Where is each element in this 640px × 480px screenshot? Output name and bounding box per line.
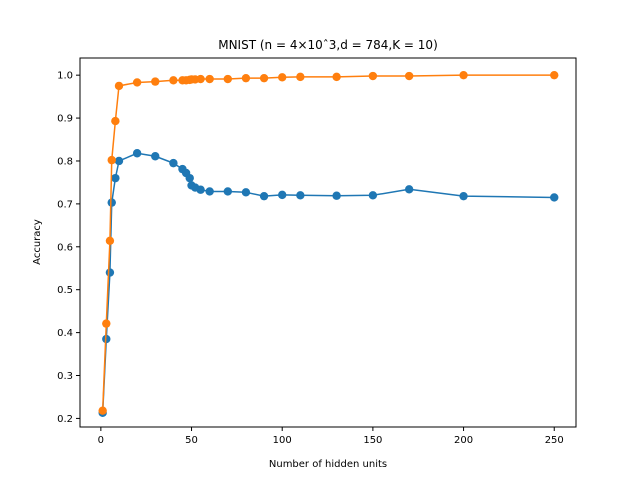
series-2-point <box>259 73 269 83</box>
y-tick-label: 0.9 <box>57 114 73 125</box>
x-tick-label: 250 <box>545 435 564 446</box>
series-1-point <box>205 187 214 196</box>
series-2-point <box>205 74 214 84</box>
series-1 <box>98 149 559 418</box>
chart-title: MNIST (n = 4×10ˆ3,d = 784,K = 10) <box>218 38 438 52</box>
series-2-point <box>98 406 107 415</box>
series-2-point <box>241 73 251 83</box>
y-tick-label: 0.8 <box>57 156 73 167</box>
series-2-point <box>296 72 305 82</box>
series-2-point <box>105 236 115 245</box>
y-tick-label: 0.5 <box>57 285 73 296</box>
series-1-point <box>278 190 287 200</box>
series-2-point <box>114 81 124 91</box>
series-2-point <box>107 155 116 165</box>
y-tick-label: 0.4 <box>57 328 73 339</box>
series-1-point <box>185 173 194 183</box>
series-1-point <box>107 198 116 207</box>
series-2-point <box>404 71 414 81</box>
series-2-point <box>459 70 468 80</box>
series-1-point <box>368 191 378 200</box>
y-tick-label: 0.3 <box>57 371 73 382</box>
series-1-point <box>332 191 341 200</box>
y-tick-label: 1.0 <box>57 71 73 82</box>
series-2-point <box>132 78 142 87</box>
series-2-point <box>102 319 111 328</box>
y-tick-label: 0.6 <box>57 242 73 253</box>
y-axis-title: Accuracy <box>32 219 43 265</box>
series-1-point <box>151 152 160 161</box>
series-1-point <box>404 185 414 194</box>
y-tick-label: 0.2 <box>57 414 73 425</box>
axes-frame <box>79 57 577 428</box>
series-2-point <box>196 74 205 84</box>
series-2-point <box>368 71 378 81</box>
series-2-point <box>111 116 120 126</box>
series-2-point <box>278 73 287 82</box>
series-1-point <box>296 191 305 200</box>
series-1-point <box>111 173 120 183</box>
x-tick-label: 200 <box>454 435 473 446</box>
series-layer <box>98 70 559 418</box>
x-axis: 0 50 100 150 200 250 <box>98 427 564 446</box>
series-2-point <box>151 77 160 86</box>
series-2-point <box>169 76 178 85</box>
series-1-point <box>459 191 468 201</box>
series-1-point <box>196 185 205 194</box>
x-tick-label: 150 <box>363 435 382 446</box>
series-2-point <box>223 74 233 84</box>
series-1-point <box>132 149 142 158</box>
y-tick-label: 0.7 <box>57 199 73 210</box>
series-1-point <box>105 268 115 277</box>
y-axis: 0.2 0.3 0.4 0.5 0.6 0.7 0.8 0.9 1.0 <box>57 71 80 425</box>
plot-area <box>80 58 576 427</box>
x-tick-label: 100 <box>273 435 292 446</box>
series-1-point <box>241 188 251 197</box>
series-1-point <box>550 193 559 202</box>
series-1-point <box>259 191 269 201</box>
series-1-point <box>114 156 124 166</box>
x-axis-title: Number of hidden units <box>269 459 387 470</box>
series-2-point <box>332 72 341 82</box>
series-1-point <box>223 187 233 196</box>
x-tick-label: 50 <box>185 435 198 446</box>
series-2-point <box>550 70 559 80</box>
series-2 <box>98 70 559 415</box>
series-1-point <box>169 158 178 168</box>
x-tick-label: 0 <box>98 435 104 446</box>
